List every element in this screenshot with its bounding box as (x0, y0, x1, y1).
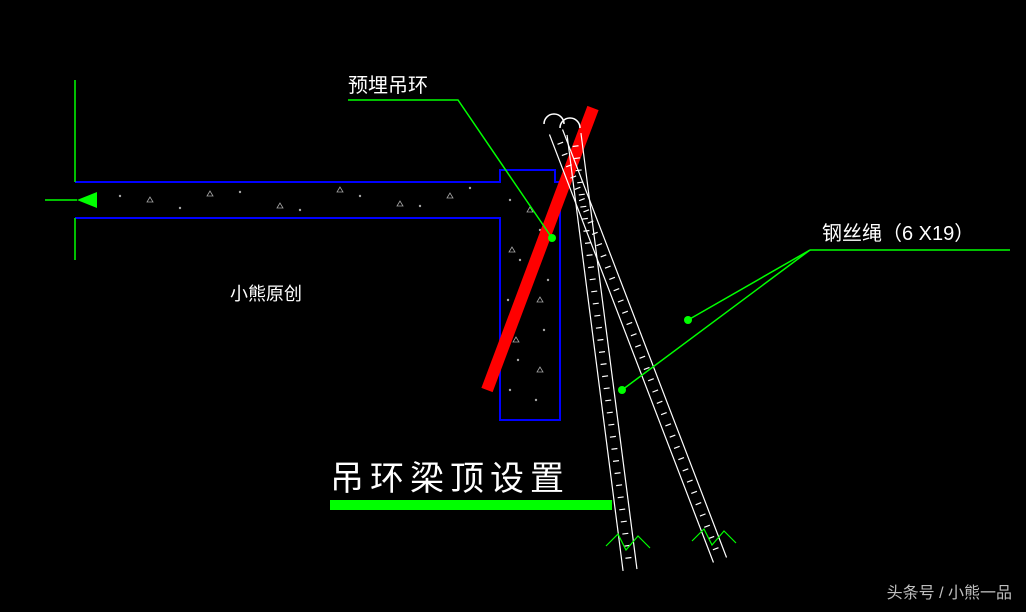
lifting-rings (544, 114, 580, 128)
rope-leader (618, 250, 1010, 394)
ring-label: 预埋吊环 (348, 74, 428, 97)
red-diagonal-bar (487, 108, 593, 390)
page-watermark: 头条号 / 小熊一品 (887, 584, 1012, 602)
left-break-lines (45, 80, 97, 260)
cad-diagram: 预埋吊环 钢丝绳（6 X19） 小熊原创 吊环梁顶设置 头条号 / 小熊一品 (0, 0, 1026, 612)
rope-label: 钢丝绳（6 X19） (822, 222, 974, 245)
drawing-title: 吊环梁顶设置 (330, 460, 570, 498)
author-watermark: 小熊原创 (230, 284, 302, 304)
